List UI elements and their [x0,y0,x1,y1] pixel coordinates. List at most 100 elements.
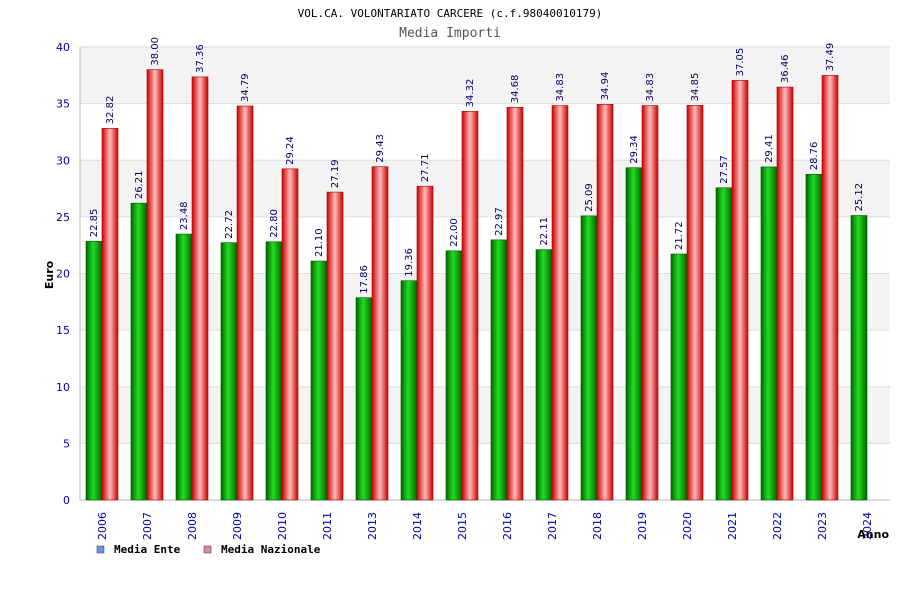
bar-media-nazionale [641,105,659,501]
y-tick-label: 15 [56,324,70,337]
y-tick-label: 30 [56,154,70,167]
legend-label-media-ente: Media Ente [114,543,181,556]
plot-band [80,103,890,161]
legend: Media Ente Media Nazionale [96,543,321,556]
x-tick-label: 2023 [816,512,829,540]
bar-media-ente [175,233,193,501]
bar-media-ente [805,173,823,501]
bar-media-nazionale [281,168,299,501]
bar-media-ente [130,202,148,501]
bar-media-nazionale [821,75,839,501]
bar-media-nazionale [146,69,164,501]
data-label-media-ente: 23.48 [179,201,190,230]
bar-media-ente [310,260,328,501]
x-tick-label: 2009 [231,512,244,540]
plot-band [80,443,890,500]
bar-media-nazionale [416,185,434,501]
bar-media-nazionale [686,105,704,501]
data-label-media-nazionale: 29.43 [375,134,386,163]
x-tick-label: 2022 [771,512,784,540]
x-tick-label: 2017 [546,512,559,540]
data-label-media-nazionale: 34.32 [465,79,476,108]
bar-media-nazionale [596,104,614,501]
bar-media-ente [535,249,553,501]
y-tick-label: 5 [63,437,70,450]
bars [85,69,868,501]
data-label-media-ente: 28.76 [809,142,820,171]
data-label-media-ente: 29.41 [764,134,775,163]
x-tick-label: 2008 [186,512,199,540]
x-tick-label: 2006 [96,512,109,540]
data-label-media-ente: 25.12 [854,183,865,212]
data-label-media-nazionale: 34.94 [600,72,611,101]
x-tick-label: 2011 [321,512,334,540]
plot-band [80,386,890,444]
x-tick-label: 2010 [276,512,289,540]
plot-band [80,47,890,104]
data-label-media-nazionale: 27.19 [330,159,341,188]
chart-subtitle: Media Importi [399,26,501,41]
bar-media-nazionale [731,80,749,501]
data-label-media-ente: 22.00 [449,218,460,247]
x-axis-label: Anno [857,528,889,541]
x-axis-ticks: 2006 2007 2008 2009 2010 2011 2013 2014 2015 2016… [96,512,874,540]
plot-background [80,47,890,500]
bar-media-ente [850,215,868,501]
bar-media-ente [580,215,598,501]
data-label-media-ente: 21.10 [314,228,325,257]
x-tick-label: 2019 [636,512,649,540]
x-tick-label: 2016 [501,512,514,540]
plot-band [80,160,890,217]
data-label-media-ente: 27.57 [719,155,730,184]
x-tick-label: 2014 [411,512,424,540]
data-label-media-nazionale: 34.83 [645,73,656,102]
legend-swatch-media-nazionale [203,545,212,554]
bar-media-nazionale [326,191,344,501]
bar-media-ente [265,241,283,501]
data-label-media-nazionale: 32.82 [105,96,116,125]
bar-media-ente [85,240,103,501]
plot-band [80,330,890,387]
bar-media-ente [445,250,463,501]
plot-band [80,273,890,331]
bar-media-ente [355,297,373,501]
y-tick-label: 10 [56,381,70,394]
data-label-media-ente: 22.72 [224,210,235,239]
bar-media-nazionale [776,86,794,501]
data-label-media-nazionale: 37.36 [195,44,206,73]
bar-media-ente [760,166,778,501]
data-labels: 22.85 32.82 26.21 38.00 23.48 37.36 22.72 34.79… [89,37,865,294]
data-label-media-ente: 22.85 [89,209,100,238]
plot-band [80,216,890,274]
data-label-media-nazionale: 36.46 [780,54,791,83]
chart-title: VOL.CA. VOLONTARIATO CARCERE (c.f.980400… [298,7,603,20]
data-label-media-nazionale: 38.00 [150,37,161,66]
x-tick-label: 2013 [366,512,379,540]
bar-media-ente [625,167,643,501]
y-axis-label: Euro [43,260,56,289]
bar-media-ente [670,253,688,501]
data-label-media-ente: 22.11 [539,217,550,246]
y-tick-label: 40 [56,41,70,54]
bar-media-ente [715,187,733,501]
bar-media-nazionale [461,111,479,501]
bar-media-ente [490,239,508,501]
bar-media-nazionale [371,166,389,501]
data-label-media-ente: 26.21 [134,171,145,200]
y-tick-label: 25 [56,211,70,224]
bar-media-ente [400,280,418,501]
data-label-media-nazionale: 37.49 [825,43,836,72]
bar-media-nazionale [506,106,524,501]
data-label-media-nazionale: 37.05 [735,48,746,77]
y-tick-label: 0 [63,494,70,507]
x-tick-label: 2020 [681,512,694,540]
data-label-media-nazionale: 34.79 [240,73,251,102]
data-label-media-nazionale: 34.85 [690,73,701,102]
y-tick-label: 35 [56,98,70,111]
data-label-media-ente: 19.36 [404,248,415,277]
bar-media-ente [220,242,238,501]
data-label-media-ente: 22.97 [494,207,505,236]
legend-swatch-media-ente [96,545,105,554]
gridlines [79,46,890,501]
